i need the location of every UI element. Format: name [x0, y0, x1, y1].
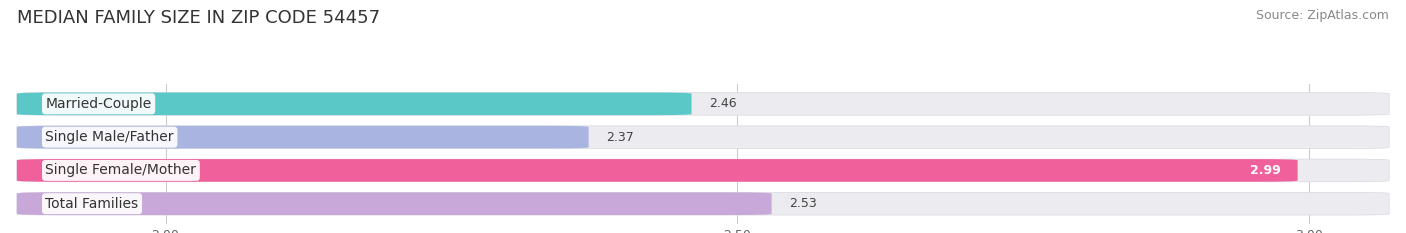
Text: MEDIAN FAMILY SIZE IN ZIP CODE 54457: MEDIAN FAMILY SIZE IN ZIP CODE 54457	[17, 9, 380, 27]
Text: Married-Couple: Married-Couple	[45, 97, 152, 111]
Text: 2.37: 2.37	[606, 131, 634, 144]
Text: 2.53: 2.53	[789, 197, 817, 210]
Text: Single Female/Mother: Single Female/Mother	[45, 163, 197, 177]
FancyBboxPatch shape	[17, 126, 1389, 148]
FancyBboxPatch shape	[17, 159, 1298, 182]
FancyBboxPatch shape	[17, 93, 1389, 115]
Text: Single Male/Father: Single Male/Father	[45, 130, 174, 144]
Text: 2.99: 2.99	[1250, 164, 1281, 177]
FancyBboxPatch shape	[17, 126, 589, 148]
FancyBboxPatch shape	[17, 93, 692, 115]
FancyBboxPatch shape	[17, 192, 772, 215]
Text: Source: ZipAtlas.com: Source: ZipAtlas.com	[1256, 9, 1389, 22]
FancyBboxPatch shape	[17, 192, 1389, 215]
Text: Total Families: Total Families	[45, 197, 139, 211]
Text: 2.46: 2.46	[709, 97, 737, 110]
FancyBboxPatch shape	[17, 159, 1389, 182]
